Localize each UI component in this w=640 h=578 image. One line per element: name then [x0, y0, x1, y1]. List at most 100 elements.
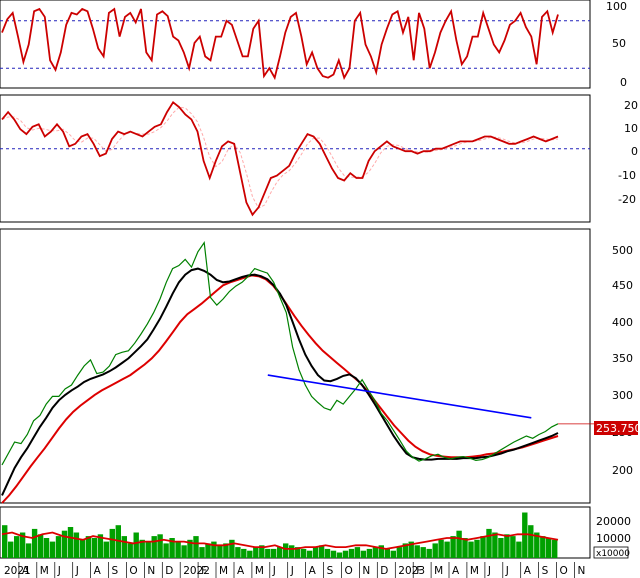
volume-bar	[462, 538, 468, 558]
price-current-label-box	[594, 421, 638, 435]
price-trend-line	[267, 374, 532, 419]
month-label: J	[487, 565, 491, 577]
volume-bar	[175, 541, 181, 558]
month-label: D	[380, 565, 388, 577]
volume-bar	[253, 547, 259, 558]
oscillator-line	[1, 100, 559, 217]
month-label: O	[345, 565, 353, 577]
stochastic-tick-100: 100	[606, 0, 627, 13]
oscillator-signal-line	[1, 106, 559, 209]
volume-bar	[61, 530, 68, 558]
month-label: F	[201, 565, 207, 577]
volume-bar	[127, 543, 133, 558]
volume-bar	[73, 532, 80, 558]
volume-bar	[31, 528, 38, 558]
price-tick-450: 450	[612, 279, 633, 292]
volume-bar	[37, 534, 44, 558]
month-label: 2021	[4, 565, 31, 577]
month-label: S	[112, 565, 119, 577]
month-label: A	[237, 565, 245, 577]
volume-bar	[486, 528, 492, 558]
oscillator-tick-20: 20	[624, 99, 638, 112]
month-label: M	[434, 565, 443, 577]
volume-bar	[145, 541, 151, 558]
oscillator-tick-0: 0	[631, 145, 638, 158]
volume-bar	[300, 548, 307, 558]
volume-bar	[14, 536, 20, 558]
price-tick-300: 300	[612, 389, 633, 402]
month-label: M	[470, 565, 479, 577]
volume-bar	[468, 541, 474, 558]
volume-bar	[187, 539, 193, 558]
volume-bar	[414, 545, 420, 559]
volume-bar	[181, 545, 187, 559]
volume-bar	[229, 539, 235, 558]
volume-bar	[8, 541, 14, 558]
volume-unit-box	[593, 546, 629, 559]
month-label: J	[57, 565, 61, 577]
volume-bar	[360, 550, 367, 558]
volume-bar	[139, 539, 145, 558]
volume-bar	[67, 527, 74, 558]
volume-bar	[199, 547, 205, 558]
volume-bar	[25, 543, 32, 558]
volume-bar	[420, 547, 426, 558]
stochastic-line	[1, 7, 559, 81]
price-sma-short-line	[1, 267, 559, 496]
month-label: A	[524, 565, 532, 577]
month-label: A	[94, 565, 102, 577]
volume-bar	[97, 534, 104, 558]
oscillator-tick-10: 10	[624, 122, 638, 135]
volume-bar	[456, 530, 462, 558]
volume-bar	[534, 532, 540, 558]
volume-bar	[43, 538, 50, 558]
stochastic-tick-50: 50	[612, 37, 626, 50]
volume-bar	[85, 536, 92, 558]
price-current-label: 253.750	[594, 421, 640, 435]
volume-bar	[438, 539, 444, 558]
oscillator-tick-neg10: -10	[618, 169, 636, 182]
volume-bar	[336, 552, 343, 558]
volume-bar	[211, 541, 217, 558]
volume-bar	[103, 541, 109, 558]
volume-bar	[510, 536, 516, 558]
price-tick-500: 500	[612, 244, 633, 257]
month-label: 2023	[398, 565, 425, 577]
volume-bar	[247, 550, 253, 558]
volume-bar	[492, 532, 498, 558]
volume-bar	[79, 539, 86, 558]
month-label: O	[129, 565, 137, 577]
volume-bar	[2, 525, 8, 558]
volume-bar	[378, 545, 384, 559]
volume-bar	[480, 536, 486, 558]
oscillator-panel: 20 10 0 -10 -20	[0, 94, 638, 223]
volume-panel: 20000 10000 x10000	[0, 506, 631, 559]
volume-bar	[283, 543, 289, 558]
month-label: M	[40, 565, 49, 577]
month-label: S	[542, 565, 549, 577]
volume-bar	[157, 534, 163, 558]
price-tick-350: 350	[612, 352, 633, 365]
volume-bar	[552, 539, 558, 558]
volume-bar	[366, 548, 373, 558]
volume-bar	[312, 547, 319, 558]
volume-tick-10000: 10000	[596, 532, 631, 545]
volume-bar	[384, 548, 390, 558]
volume-bar	[546, 538, 552, 558]
volume-bar	[324, 548, 331, 558]
volume-bar	[49, 541, 56, 558]
volume-bar	[540, 536, 546, 558]
volume-bar	[498, 538, 504, 558]
volume-bars	[2, 512, 558, 559]
volume-bar	[342, 550, 349, 558]
volume-bar	[205, 543, 211, 558]
stochastic-tick-0: 0	[620, 76, 627, 89]
month-label: 2022	[183, 565, 210, 577]
month-label: A	[452, 565, 460, 577]
volume-bar	[217, 545, 223, 559]
volume-bar	[294, 547, 301, 558]
price-axis: 500 450 400 350 300 250 200	[612, 244, 633, 477]
volume-bar	[91, 538, 98, 558]
